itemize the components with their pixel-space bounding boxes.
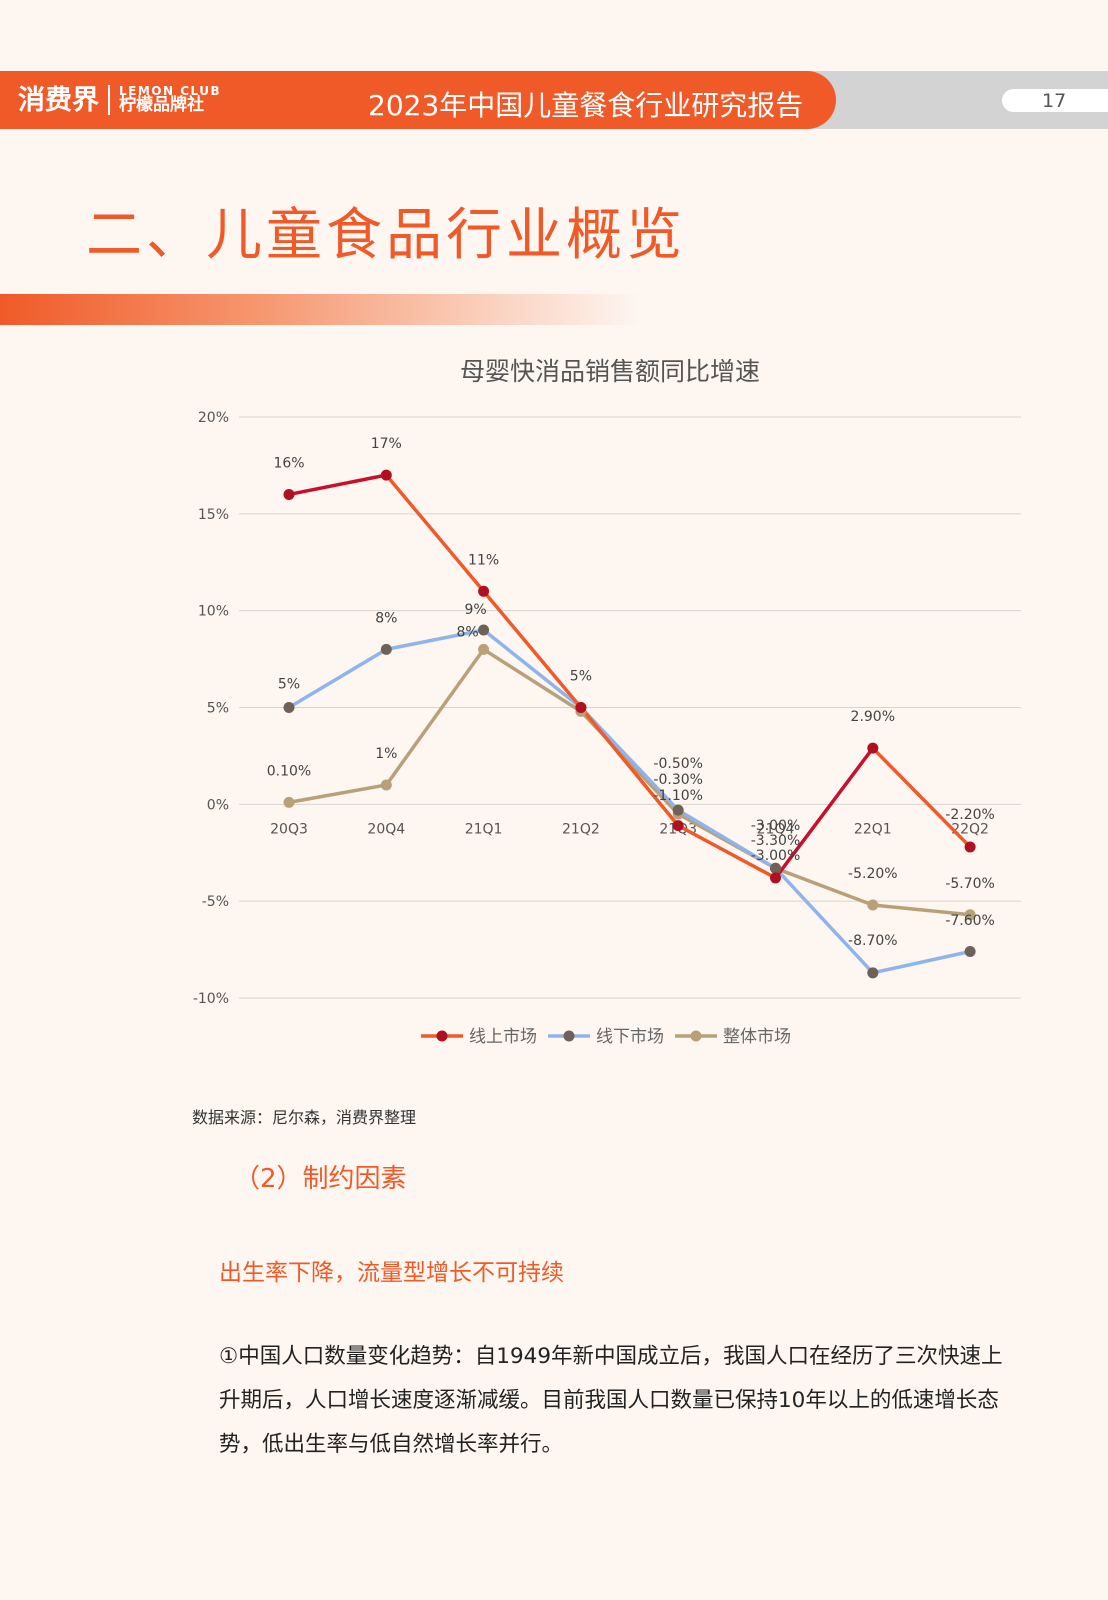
data-label: -1.10% <box>653 788 703 804</box>
x-tick-label: 21Q2 <box>562 821 600 837</box>
data-point <box>964 909 976 921</box>
x-tick-label: 21Q1 <box>465 821 503 837</box>
series-line-segment <box>871 746 972 849</box>
data-source-note: 数据来源：尼尔森，消费界整理 <box>192 1108 417 1127</box>
data-label: -8.70% <box>848 933 898 949</box>
data-point <box>964 946 976 958</box>
legend-swatch-marker <box>563 1030 575 1042</box>
series-line-segment <box>773 866 875 907</box>
data-label: 11% <box>468 552 499 568</box>
header-title-banner <box>0 71 836 129</box>
x-tick-label: 22Q2 <box>951 821 989 837</box>
legend-swatch-marker <box>690 1030 702 1042</box>
y-tick-label: -10% <box>193 991 229 1007</box>
series-line-segment <box>287 647 389 710</box>
data-label: 0.10% <box>267 763 311 779</box>
data-label: 8% <box>456 624 478 640</box>
data-point <box>478 643 490 655</box>
series-line-segment <box>676 808 778 870</box>
data-point <box>283 488 295 500</box>
x-tick-label: 22Q1 <box>854 821 892 837</box>
data-label: 16% <box>273 455 304 471</box>
series-line-segment <box>384 628 486 652</box>
series-line-segment <box>871 949 972 975</box>
legend-label: 整体市场 <box>723 1027 791 1047</box>
series-line-segment <box>287 473 389 497</box>
data-point <box>867 742 879 754</box>
y-tick-label: -5% <box>202 894 229 910</box>
data-label: 1% <box>375 746 397 762</box>
data-label: 17% <box>371 436 402 452</box>
data-label: 9% <box>464 602 486 618</box>
data-point <box>283 796 295 808</box>
logo-divider <box>108 85 110 115</box>
data-label: 5% <box>570 669 592 685</box>
y-tick-label: 10% <box>198 604 229 620</box>
y-tick-label: 20% <box>198 410 229 426</box>
series-line-segment <box>676 823 778 880</box>
data-label: -5.70% <box>945 876 995 892</box>
series-line-segment <box>384 647 486 787</box>
data-point <box>672 820 684 832</box>
data-point <box>283 702 295 713</box>
logo-english: LEMON CLUB <box>119 83 222 98</box>
data-label: -2.20% <box>945 807 995 823</box>
x-tick-label: 21Q4 <box>757 821 795 837</box>
data-point <box>478 585 490 597</box>
data-point <box>575 702 587 713</box>
legend-label: 线下市场 <box>596 1027 664 1047</box>
report-title: 2023年中国儿童餐食行业研究报告 <box>368 89 804 122</box>
sales-growth-line-chart: 母婴快消品销售额同比增速 20% 15% 10% 5% 0% -5% -10% 20Q3 20Q4… <box>193 357 1021 1047</box>
series-line-segment <box>579 705 680 828</box>
x-tick-label: 20Q4 <box>367 821 405 837</box>
logo-sub: LEMON CLUB 柠檬品牌社 <box>119 85 221 115</box>
data-label: 2.90% <box>851 709 895 725</box>
data-point <box>478 624 490 636</box>
data-label: -7.60% <box>945 913 995 929</box>
data-label: -0.30% <box>653 772 703 788</box>
data-label: 8% <box>375 610 397 626</box>
data-label: -5.20% <box>848 866 898 882</box>
data-label: -0.50% <box>653 756 703 772</box>
data-point <box>380 643 392 655</box>
legend-swatch-marker <box>436 1030 448 1042</box>
body-paragraph: ①中国人口数量变化趋势：自1949年新中国成立后，我国人口在经历了三次快速上升期… <box>219 1344 1003 1457</box>
data-point <box>867 899 879 911</box>
data-point <box>770 872 781 884</box>
series-line-segment <box>871 903 972 917</box>
chart-title: 母婴快消品销售额同比增速 <box>460 357 760 386</box>
series-line-segment <box>384 473 486 594</box>
data-point <box>380 779 392 791</box>
y-tick-label: 0% <box>207 797 229 813</box>
section-title: 二、儿童食品行业概览 <box>86 203 686 268</box>
series-line-segment <box>287 783 389 805</box>
subheading: （2）制约因素 <box>234 1164 407 1194</box>
data-point <box>867 967 879 979</box>
page-number: 17 <box>1042 90 1067 112</box>
y-tick-label: 15% <box>198 507 229 523</box>
brand-logo: 消费界 LEMON CLUB 柠檬品牌社 <box>18 80 221 120</box>
data-label: 5% <box>278 677 300 693</box>
data-point <box>380 469 392 481</box>
logo-main-text: 消费界 <box>18 84 99 116</box>
x-tick-label: 20Q3 <box>270 821 308 837</box>
series-line-segment <box>481 589 583 710</box>
logo-chinese: 柠檬品牌社 <box>119 95 204 116</box>
data-point <box>964 841 976 853</box>
data-label: -3.00% <box>751 818 801 834</box>
series-line-segment <box>773 746 875 880</box>
data-point <box>672 804 684 816</box>
series-line-segment <box>773 866 875 975</box>
series-line-segment <box>481 628 583 710</box>
y-tick-label: 5% <box>207 701 229 717</box>
data-label: -3.00% <box>751 848 801 864</box>
section-gradient-bar <box>0 294 640 325</box>
highlight-heading: 出生率下降，流量型增长不可持续 <box>219 1260 564 1286</box>
page-number-tab <box>1002 89 1108 112</box>
series-line-segment <box>481 647 583 714</box>
data-point <box>770 862 781 874</box>
legend-label: 线上市场 <box>469 1027 537 1047</box>
data-label: -3.30% <box>751 833 801 849</box>
